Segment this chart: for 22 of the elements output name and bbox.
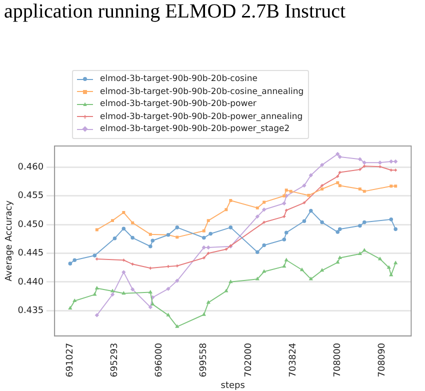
y-tick-label: 0.450 (18, 220, 44, 230)
legend-label: elmod-3b-target-90b-90b-20b-cosine_annealing (100, 86, 304, 98)
x-tick-label: 703824 (288, 342, 298, 378)
x-tick-label: 708090 (378, 342, 388, 378)
y-tick-label: 0.445 (18, 248, 44, 259)
y-tick-label: 0.460 (18, 162, 44, 173)
y-tick-label: 0.440 (18, 277, 44, 288)
y-tick-label: 0.435 (18, 306, 44, 316)
legend-label: elmod-3b-target-90b-90b-20b-power_stage2 (100, 123, 290, 136)
legend-label: elmod-3b-target-90b-90b-20b-power_annealing (100, 110, 303, 123)
y-axis-title: Average Accuracy (4, 200, 15, 282)
x-tick-label: 699558 (199, 342, 210, 378)
x-tick-label: 708000 (332, 342, 343, 378)
chart-title: application running ELMOD 2.7B Instruct (4, 0, 346, 22)
legend-label: elmod-3b-target-90b-90b-20b-power (100, 98, 256, 110)
x-tick-label: 695293 (110, 342, 120, 378)
legend-label: elmod-3b-target-90b-90b-20b-cosine (100, 73, 258, 86)
x-tick-label: 691027 (66, 342, 76, 378)
x-axis-title: steps (220, 380, 246, 391)
x-tick-label: 696000 (154, 342, 165, 378)
x-tick-label: 702000 (244, 342, 254, 378)
y-tick-label: 0.455 (18, 191, 44, 202)
